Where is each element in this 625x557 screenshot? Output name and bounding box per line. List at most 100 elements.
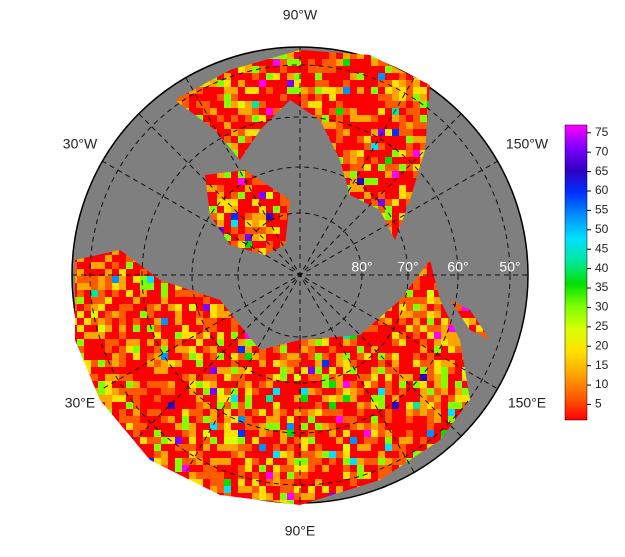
raster-cell	[406, 66, 413, 73]
raster-cell	[147, 402, 154, 409]
raster-cell	[518, 157, 525, 164]
raster-cell	[245, 367, 252, 374]
raster-cell	[329, 367, 336, 374]
raster-cell	[126, 381, 133, 388]
raster-cell	[140, 360, 147, 367]
raster-cell	[154, 444, 161, 451]
raster-cell	[385, 129, 392, 136]
raster-cell	[259, 451, 266, 458]
raster-cell	[399, 80, 406, 87]
raster-cell	[112, 129, 119, 136]
raster-cell	[301, 416, 308, 423]
raster-cell	[427, 486, 434, 493]
raster-cell	[448, 59, 455, 66]
raster-cell	[364, 437, 371, 444]
raster-cell	[364, 185, 371, 192]
raster-cell	[105, 262, 112, 269]
raster-cell	[91, 304, 98, 311]
raster-cell	[147, 423, 154, 430]
raster-cell	[294, 381, 301, 388]
raster-cell	[217, 178, 224, 185]
raster-cell	[217, 171, 224, 178]
raster-cell	[168, 332, 175, 339]
raster-cell	[98, 388, 105, 395]
raster-cell	[140, 87, 147, 94]
raster-cell	[238, 241, 245, 248]
raster-cell	[497, 500, 504, 507]
raster-cell	[476, 115, 483, 122]
raster-cell	[371, 52, 378, 59]
raster-cell	[525, 339, 532, 346]
raster-cell	[350, 430, 357, 437]
raster-cell	[406, 374, 413, 381]
raster-cell	[525, 206, 532, 213]
raster-cell	[336, 479, 343, 486]
raster-cell	[147, 360, 154, 367]
raster-cell	[413, 395, 420, 402]
raster-cell	[378, 374, 385, 381]
raster-cell	[427, 353, 434, 360]
raster-cell	[231, 409, 238, 416]
raster-cell	[350, 143, 357, 150]
raster-cell	[140, 444, 147, 451]
raster-cell	[455, 458, 462, 465]
raster-cell	[140, 80, 147, 87]
raster-cell	[413, 290, 420, 297]
raster-cell	[196, 108, 203, 115]
raster-cell	[294, 479, 301, 486]
raster-cell	[322, 423, 329, 430]
raster-cell	[301, 374, 308, 381]
raster-cell	[98, 346, 105, 353]
raster-cell	[399, 332, 406, 339]
raster-cell	[504, 465, 511, 472]
raster-cell	[175, 318, 182, 325]
raster-cell	[420, 290, 427, 297]
raster-cell	[126, 374, 133, 381]
raster-cell	[280, 493, 287, 500]
raster-cell	[189, 325, 196, 332]
raster-cell	[504, 381, 511, 388]
raster-cell	[75, 52, 77, 59]
raster-cell	[329, 346, 336, 353]
raster-cell	[98, 80, 105, 87]
raster-cell	[455, 381, 462, 388]
raster-cell	[98, 325, 105, 332]
raster-cell	[385, 346, 392, 353]
raster-cell	[154, 304, 161, 311]
raster-cell	[133, 80, 140, 87]
raster-cell	[161, 430, 168, 437]
raster-cell	[280, 227, 287, 234]
raster-cell	[147, 304, 154, 311]
raster-cell	[434, 360, 441, 367]
raster-cell	[350, 129, 357, 136]
colorbar-tick-label: 70	[595, 144, 609, 158]
raster-cell	[91, 367, 98, 374]
raster-cell	[315, 101, 322, 108]
raster-cell	[140, 451, 147, 458]
raster-cell	[525, 101, 532, 108]
raster-cell	[385, 311, 392, 318]
raster-cell	[273, 66, 280, 73]
raster-cell	[476, 507, 483, 514]
raster-cell	[294, 486, 301, 493]
raster-cell	[413, 50, 420, 52]
raster-cell	[315, 409, 322, 416]
raster-cell	[196, 507, 203, 514]
raster-cell	[266, 360, 273, 367]
raster-cell	[210, 311, 217, 318]
raster-cell	[84, 101, 91, 108]
raster-cell	[105, 409, 112, 416]
raster-cell	[140, 507, 147, 514]
raster-cell	[329, 507, 336, 514]
raster-cell	[427, 500, 434, 505]
raster-cell	[161, 367, 168, 374]
raster-cell	[105, 493, 112, 500]
raster-cell	[483, 108, 490, 115]
raster-cell	[364, 108, 371, 115]
raster-cell	[84, 430, 91, 437]
raster-cell	[343, 416, 350, 423]
raster-cell	[147, 507, 154, 514]
raster-cell	[84, 157, 91, 164]
raster-cell	[357, 360, 364, 367]
raster-cell	[203, 388, 210, 395]
